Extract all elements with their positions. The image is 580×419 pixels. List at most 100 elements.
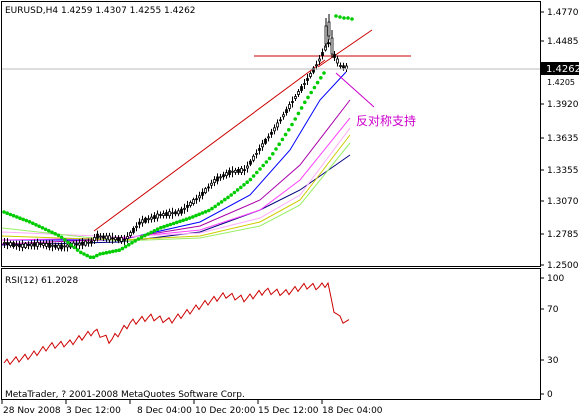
- price-tick-label: 1.3635: [547, 134, 579, 144]
- sar-dot: [95, 253, 99, 258]
- time-axis-label: 3 Dec 12:00: [66, 406, 121, 416]
- sar-dot: [245, 180, 249, 184]
- candle-body: [318, 58, 321, 62]
- candle-body: [237, 169, 240, 173]
- candle-body: [201, 191, 204, 196]
- sar-dot: [85, 253, 89, 258]
- rsi-tick-label: 70: [547, 305, 559, 315]
- candle-body: [165, 212, 168, 217]
- sar-dot: [88, 255, 93, 259]
- sar-dot: [27, 220, 32, 224]
- sar-dot: [223, 197, 227, 202]
- sar-dot: [248, 177, 253, 182]
- rsi-tick-label: 100: [547, 274, 564, 284]
- moving-average-line: [1, 142, 351, 242]
- sar-dot: [18, 216, 22, 220]
- sar-dot: [56, 233, 61, 238]
- sar-dot: [258, 167, 262, 171]
- main-chart-frame: [1, 1, 541, 267]
- candle-body: [135, 225, 138, 228]
- sar-dot: [69, 243, 73, 247]
- sar-dot: [143, 233, 147, 238]
- sar-dot: [5, 211, 9, 215]
- candle-body: [231, 170, 234, 173]
- sar-dot: [82, 252, 86, 256]
- sar-dot: [43, 227, 48, 232]
- sar-dot: [101, 251, 105, 256]
- candle-body: [57, 244, 60, 249]
- sar-dot: [293, 117, 298, 121]
- candle-body: [219, 176, 222, 179]
- sar-dot: [319, 76, 323, 80]
- candle-body: [192, 199, 195, 205]
- sar-dot: [338, 15, 342, 19]
- sar-dot: [303, 100, 307, 105]
- moving-averages: [1, 71, 351, 246]
- rsi-header: RSI(12) 61.2028: [5, 276, 78, 286]
- sar-dot: [287, 128, 291, 132]
- candle-body: [342, 65, 345, 69]
- sar-dot: [277, 142, 282, 146]
- sar-dot: [178, 219, 182, 224]
- candle-body: [243, 169, 246, 172]
- time-axis-label: 15 Dec 12:00: [258, 406, 319, 416]
- sar-dot: [197, 212, 201, 217]
- candle-body: [288, 104, 291, 109]
- sar-dot: [146, 232, 150, 236]
- candle-body: [294, 96, 297, 99]
- candle-body: [315, 64, 318, 67]
- sar-dot: [194, 213, 198, 218]
- sar-dot: [171, 221, 176, 226]
- sar-dot: [306, 95, 310, 100]
- price-tick-label: 1.2785: [547, 230, 579, 240]
- upper-channel-line: [317, 29, 373, 68]
- candle-body: [144, 217, 147, 223]
- sar-dot: [162, 224, 166, 229]
- sar-dot: [271, 152, 275, 156]
- sar-dot: [117, 248, 121, 252]
- candle-body: [156, 213, 159, 219]
- price-axis: 1.4770 1.4485 1.4205 1.3920 1.3635 1.335…: [540, 8, 579, 271]
- candle-body: [309, 73, 312, 77]
- candle-body: [138, 221, 141, 225]
- sar-dot: [280, 137, 285, 142]
- candle-body: [198, 195, 201, 199]
- candle-body: [129, 232, 132, 236]
- sar-dot: [91, 255, 96, 259]
- candle-body: [249, 160, 252, 165]
- candle-body: [336, 58, 339, 64]
- sar-dot: [133, 239, 137, 243]
- candle-body: [54, 244, 57, 248]
- candle-body: [177, 210, 180, 215]
- candle-body: [216, 176, 219, 182]
- candle-body: [126, 236, 129, 240]
- sar-dot: [98, 252, 102, 256]
- moving-average-line: [1, 127, 351, 238]
- time-axis-label: 18 Dec 04:00: [322, 406, 383, 416]
- sar-dot: [120, 246, 125, 251]
- sar-dot: [210, 206, 214, 211]
- sar-dot: [261, 163, 266, 168]
- candle-body: [279, 119, 282, 122]
- sar-dot: [187, 216, 192, 220]
- candle-body: [111, 237, 114, 240]
- current-price-label: 1.4262: [546, 64, 580, 75]
- sar-dot: [299, 106, 304, 110]
- candle-body: [93, 237, 96, 241]
- candle-body: [252, 155, 255, 161]
- sar-dot: [24, 218, 29, 223]
- sar-dot: [290, 122, 294, 127]
- candle-body: [123, 238, 126, 241]
- candle-body: [171, 212, 174, 215]
- sar-dot: [184, 217, 189, 221]
- candle-body: [39, 243, 42, 245]
- candle-body: [174, 211, 177, 215]
- candle-body: [270, 131, 273, 135]
- sar-dot: [191, 215, 195, 219]
- rsi-panel-frame: [1, 268, 541, 400]
- candle-body: [276, 122, 279, 128]
- sar-dot: [216, 202, 221, 206]
- candle-body: [78, 242, 81, 246]
- sar-dot: [232, 190, 237, 195]
